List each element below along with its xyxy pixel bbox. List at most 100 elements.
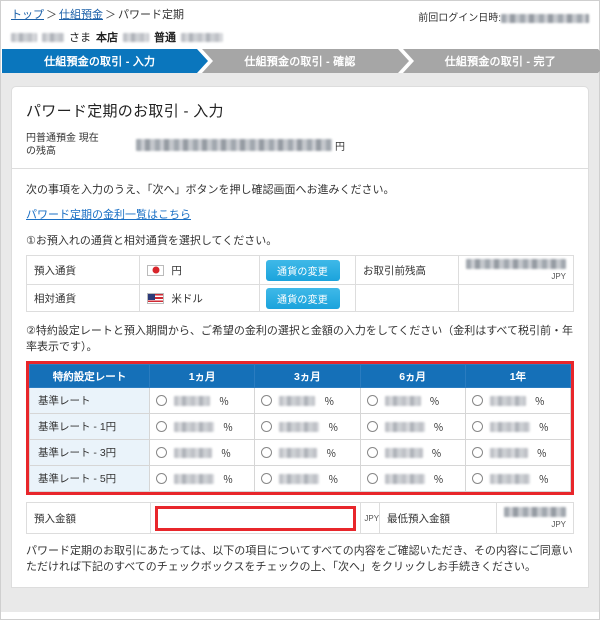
deposit-amount-table: 預入金額 JPY 最低預入金額 JPY	[26, 502, 574, 534]
rate-option-cell[interactable]: ％	[359, 387, 466, 414]
branch-label: 本店	[96, 32, 118, 44]
user-name-redacted	[11, 32, 37, 42]
balance-label-line2: の残高	[26, 146, 56, 157]
rate-option-cell[interactable]: ％	[148, 413, 256, 440]
pre-transaction-balance-label: お取引前残高	[355, 255, 459, 285]
deposit-amount-label: 預入金額	[26, 502, 151, 534]
percent-symbol: ％	[219, 397, 229, 408]
rate-radio[interactable]	[261, 421, 273, 432]
rate-option-cell[interactable]: ％	[359, 465, 466, 492]
breadcrumb-item-structured-deposit[interactable]: 仕組預金	[59, 9, 103, 21]
percent-symbol: ％	[431, 449, 442, 460]
jp-flag-icon	[147, 264, 165, 276]
rate-value-redacted	[174, 395, 210, 406]
rate-radio[interactable]	[156, 473, 167, 484]
rate-radio[interactable]	[156, 395, 167, 406]
summary-panel: パワード定期のお取引 - 入力 円普通預金 現在 の残高 円	[11, 86, 589, 169]
counter-currency-value: 米ドル	[139, 284, 260, 312]
rate-option-cell[interactable]: ％	[148, 439, 256, 466]
deposit-amount-input-cell	[149, 502, 362, 534]
rate-radio[interactable]	[471, 473, 483, 484]
page-header: トップ＞仕組預金＞パワード定期 前回ログイン日時: さま 本店 普通	[1, 1, 599, 46]
counter-currency-change-cell: 通貨の変更	[258, 284, 357, 312]
rate-header-4: 1年	[464, 364, 572, 388]
rate-header-3: 6ヵ月	[359, 364, 466, 388]
rate-radio[interactable]	[471, 421, 483, 432]
pre-transaction-balance-unit: JPY	[551, 272, 566, 281]
step-input-label: 仕組預金の取引 - 入力	[44, 56, 156, 68]
rate-option-cell[interactable]: ％	[464, 413, 572, 440]
percent-symbol: ％	[433, 475, 444, 486]
account-type-label: 普通	[154, 32, 176, 44]
rate-option-cell[interactable]: ％	[464, 439, 572, 466]
percent-symbol: ％	[433, 423, 444, 434]
rate-radio[interactable]	[366, 421, 378, 432]
counter-currency-name: 米ドル	[171, 292, 203, 305]
rate-option-cell[interactable]: ％	[359, 413, 466, 440]
user-name2-redacted	[42, 32, 64, 42]
rate-header-1: 1ヵ月	[148, 364, 256, 388]
rate-value-redacted	[384, 395, 421, 406]
rate-option-cell[interactable]: ％	[148, 465, 256, 492]
step-confirm-label: 仕組預金の取引 - 確認	[244, 56, 356, 68]
deposit-amount-input[interactable]	[157, 508, 354, 528]
rate-option-cell[interactable]: ％	[359, 439, 466, 466]
rate-radio[interactable]	[261, 473, 273, 484]
currency-table: 預入通貨 円 通貨の変更 お取引前残高	[25, 255, 574, 312]
rate-list-link[interactable]: パワード定期の金利一覧はこちら	[26, 209, 191, 221]
deposit-currency-value: 円	[139, 255, 260, 285]
rate-option-cell[interactable]: ％	[254, 387, 361, 414]
min-amount-unit: JPY	[551, 520, 566, 529]
rate-option-cell[interactable]: ％	[148, 387, 256, 414]
balance-label-line1: 円普通預金 現在	[26, 133, 99, 144]
rate-value-redacted	[384, 473, 425, 484]
question-2: ②特約設定レートと預入期間から、ご希望の金利の選択と金額の入力をしてください（金…	[26, 325, 573, 353]
rate-option-cell[interactable]: ％	[254, 465, 361, 492]
rate-value-redacted	[489, 395, 526, 406]
change-currency-button-deposit[interactable]: 通貨の変更	[265, 259, 340, 281]
step-complete-label: 仕組預金の取引 - 完了	[444, 56, 556, 68]
agreement-footnote: パワード定期のお取引にあたっては、以下の項目についてすべての内容をご確認いただき…	[26, 545, 573, 573]
table-row: 基準レート - 3円 ％ ％ ％ ％	[29, 439, 572, 466]
rate-value-redacted	[279, 395, 316, 406]
rate-radio[interactable]	[471, 395, 483, 406]
percent-symbol: ％	[223, 475, 233, 486]
percent-symbol: ％	[538, 423, 549, 434]
branch-code-redacted	[123, 32, 149, 42]
deposit-currency-label: 預入通貨	[25, 255, 141, 285]
rate-value-redacted	[174, 473, 214, 484]
user-honorific: さま	[69, 32, 91, 44]
rate-radio[interactable]	[156, 421, 167, 432]
rate-radio[interactable]	[261, 395, 273, 406]
change-currency-button-counter[interactable]: 通貨の変更	[265, 287, 340, 309]
user-account-line: さま 本店 普通	[11, 29, 589, 45]
breadcrumb-item-top[interactable]: トップ	[11, 9, 44, 21]
breadcrumb: トップ＞仕組預金＞パワード定期	[11, 8, 589, 23]
rate-option-cell[interactable]: ％	[464, 465, 572, 492]
last-login-value-redacted	[501, 13, 589, 23]
rate-radio[interactable]	[471, 447, 483, 458]
breadcrumb-separator: ＞	[46, 9, 57, 21]
counter-currency-label: 相対通貨	[25, 284, 141, 312]
percent-symbol: ％	[538, 475, 549, 486]
balance-value-redacted	[136, 139, 332, 151]
rate-option-cell[interactable]: ％	[464, 387, 572, 414]
rate-radio[interactable]	[156, 447, 167, 458]
rate-radio[interactable]	[366, 473, 378, 484]
rate-option-cell[interactable]: ％	[254, 413, 361, 440]
table-row: 相対通貨 米ドル 通貨の変更	[25, 284, 574, 312]
rate-value-redacted	[489, 421, 530, 432]
table-row: 基準レート - 1円 ％ ％ ％ ％	[29, 413, 572, 440]
breadcrumb-separator: ＞	[105, 9, 116, 21]
lead-text: 次の事項を入力のうえ、「次へ」ボタンを押し確認画面へお進みください。	[26, 184, 395, 196]
rate-radio[interactable]	[261, 447, 273, 458]
rate-radio[interactable]	[366, 395, 378, 406]
rate-radio[interactable]	[366, 447, 378, 458]
rate-value-redacted	[384, 421, 425, 432]
table-row: 基準レート - 5円 ％ ％ ％ ％	[29, 465, 572, 492]
rate-option-cell[interactable]: ％	[254, 439, 361, 466]
balance-label: 円普通預金 現在 の残高	[26, 132, 136, 158]
step-input: 仕組預金の取引 - 入力	[2, 49, 209, 73]
question-1: ①お預入れの通貨と相対通貨を選択してください。	[26, 235, 278, 247]
